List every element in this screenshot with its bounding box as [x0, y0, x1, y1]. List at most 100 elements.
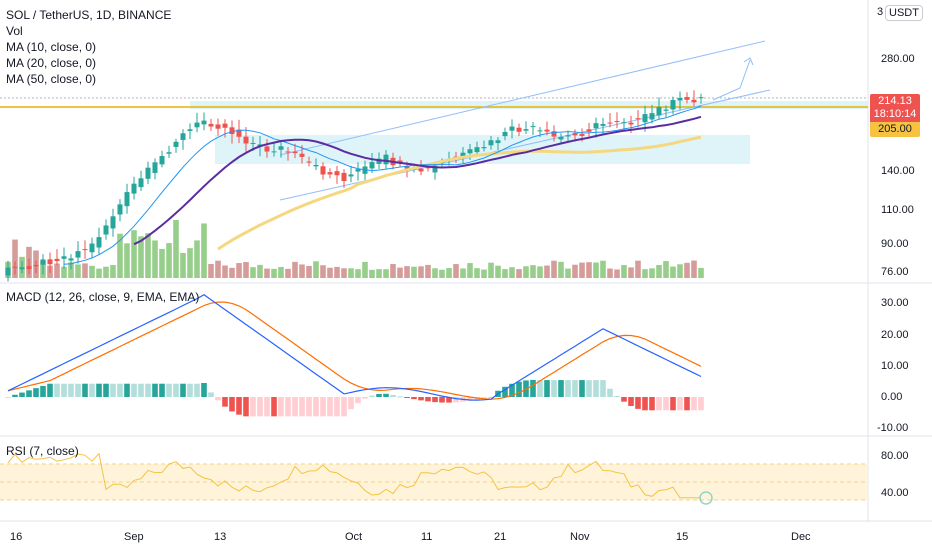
- rsi-label[interactable]: RSI (7, close): [6, 444, 79, 458]
- currency-button[interactable]: USDT: [885, 5, 923, 21]
- macd-histogram-bar: [334, 397, 340, 417]
- volume-bar: [257, 264, 263, 278]
- candle-body: [425, 167, 431, 169]
- volume-bar: [635, 260, 641, 278]
- volume-bar: [236, 263, 242, 278]
- candle-body: [663, 109, 669, 111]
- volume-bar: [173, 220, 179, 278]
- candle-body: [152, 162, 158, 173]
- volume-bar: [670, 266, 676, 278]
- volume-bar: [96, 268, 102, 278]
- symbol-title: SOL / TetherUS, 1D, BINANCE: [6, 8, 172, 22]
- volume-bar: [628, 267, 634, 278]
- volume-bar: [649, 268, 655, 278]
- macd-histogram-bar: [390, 395, 396, 397]
- volume-bar: [404, 266, 410, 278]
- volume-bar: [677, 264, 683, 278]
- volume-bar: [411, 266, 417, 278]
- volume-bar: [145, 233, 151, 278]
- bar-countdown: 18:10:14: [873, 108, 917, 120]
- price-axis-cut-label: 3: [877, 6, 884, 18]
- volume-bar: [369, 269, 375, 278]
- macd-histogram-bar: [222, 397, 228, 407]
- ma20-legend[interactable]: MA (20, close, 0): [6, 56, 97, 70]
- rsi-marker: [699, 491, 713, 505]
- candle-body: [572, 133, 578, 136]
- macd-histogram: [5, 379, 704, 417]
- projection-arrowhead: [743, 57, 754, 66]
- last-price-tag: 214.13 18:10:14: [870, 94, 920, 123]
- volume-bar: [572, 264, 578, 278]
- candle-body: [677, 97, 683, 101]
- time-tick: 16: [10, 531, 22, 543]
- time-tick: 13: [214, 531, 226, 543]
- volume-bar: [334, 266, 340, 278]
- candle-body: [327, 172, 333, 175]
- volume-bar: [362, 261, 368, 278]
- candle-body: [460, 152, 466, 159]
- ma50-legend[interactable]: MA (50, close, 0): [6, 72, 97, 86]
- volume-bar: [306, 265, 312, 278]
- candle-body: [194, 122, 200, 128]
- volume-bar: [579, 262, 585, 278]
- price-tick: 76.00: [881, 266, 909, 278]
- volume-bar: [383, 269, 389, 278]
- volume-bar: [439, 269, 445, 278]
- macd-histogram-bar: [572, 380, 578, 397]
- candle-body: [236, 129, 242, 137]
- volume-bar: [292, 261, 298, 278]
- time-tick: Dec: [791, 531, 811, 543]
- volume-bar: [250, 267, 256, 278]
- macd-histogram-bar: [516, 381, 522, 397]
- volume-bar: [117, 233, 123, 278]
- ma20-line: [133, 115, 702, 246]
- macd-histogram-bar: [320, 397, 326, 417]
- volume-bar: [131, 230, 137, 278]
- candle-body: [75, 251, 81, 258]
- macd-histogram-bar: [264, 397, 270, 417]
- macd-histogram-bar: [278, 397, 284, 417]
- volume-bar: [544, 265, 550, 278]
- macd-label[interactable]: MACD (12, 26, close, 9, EMA, EMA): [6, 290, 200, 304]
- last-price: 214.13: [878, 95, 912, 107]
- volume-bar: [376, 269, 382, 278]
- volume-bar: [656, 265, 662, 278]
- volume-bar: [159, 248, 165, 278]
- candle-body: [341, 172, 347, 181]
- macd-histogram-bar: [299, 397, 305, 417]
- ma10-legend[interactable]: MA (10, close, 0): [6, 40, 97, 54]
- volume-bar: [12, 239, 18, 278]
- macd-tick: 0.00: [881, 391, 902, 403]
- volume-bar: [642, 269, 648, 278]
- macd-tick: 10.00: [881, 360, 909, 372]
- candle-body: [313, 164, 319, 167]
- macd-histogram-bar: [383, 393, 389, 397]
- candle-body: [628, 122, 634, 125]
- macd-histogram-bar: [649, 397, 655, 411]
- rsi-tick: 80.00: [881, 450, 909, 462]
- candle-body: [292, 151, 298, 154]
- candle-body: [12, 266, 18, 268]
- volume-bar: [355, 269, 361, 278]
- macd-histogram-bar: [509, 383, 515, 397]
- macd-histogram-bar: [530, 379, 536, 397]
- volume-bars: [5, 220, 704, 278]
- price-tick: 280.00: [881, 53, 915, 65]
- macd-histogram-bar: [61, 383, 67, 397]
- candle-body: [481, 147, 487, 149]
- candle-body: [159, 156, 165, 165]
- macd-histogram-bar: [173, 383, 179, 397]
- macd-histogram-bar: [138, 383, 144, 397]
- candle-body: [383, 154, 389, 165]
- macd-histogram-bar: [607, 388, 613, 397]
- volume-bar: [229, 267, 235, 278]
- macd-histogram-bar: [355, 397, 361, 404]
- candle-body: [145, 167, 151, 179]
- macd-histogram-bar: [488, 396, 494, 398]
- candle-body: [698, 97, 704, 99]
- macd-histogram-bar: [341, 397, 347, 417]
- volume-label[interactable]: Vol: [6, 24, 23, 38]
- price-tick: 140.00: [881, 165, 915, 177]
- candle-body: [565, 135, 571, 137]
